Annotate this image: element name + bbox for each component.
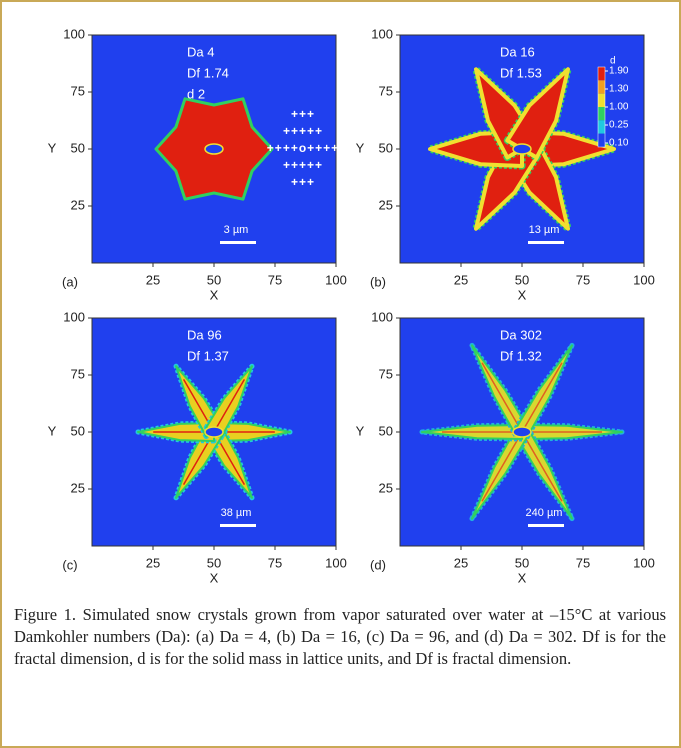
crystal-arm-core [481,431,523,502]
panel-label: (a) [62,274,78,289]
colorbar-tick-label: 1.30 [609,84,629,95]
x-tick-label: 50 [207,272,221,287]
x-tick-label: 25 [146,272,160,287]
x-tick-label: 25 [146,555,160,570]
x-tick-label: 75 [576,555,590,570]
y-axis-label: Y [48,140,57,155]
annotation: d 2 [187,86,205,101]
colorbar-title: d [610,56,616,67]
scale-bar-label: 38 µm [221,507,252,519]
colorbar-segment [598,67,605,81]
lattice-symbol: +++++ [283,124,323,138]
y-tick-label: 75 [379,83,393,98]
crystal-arm-core [213,378,246,433]
x-tick-label: 75 [268,272,282,287]
y-axis-label: Y [356,423,365,438]
y-tick-label: 50 [379,140,393,155]
annotation: Da 4 [187,44,214,59]
lattice-symbol: +++++ [283,158,323,172]
y-tick-label: 25 [379,480,393,495]
colorbar-segment [598,80,605,94]
scale-bar-label: 240 µm [526,507,563,519]
colorbar-segment [598,133,605,147]
lattice-symbol: +++ [291,107,315,121]
y-tick-label: 100 [371,309,393,324]
x-axis-label: X [518,570,527,585]
x-axis-label: X [210,570,219,585]
y-tick-label: 100 [63,26,85,41]
crystal-arm [505,67,570,160]
annotation: Df 1.74 [187,65,229,80]
y-tick-label: 75 [71,366,85,381]
y-tick-label: 100 [63,309,85,324]
annotation: Da 302 [500,327,542,342]
annotation: Da 16 [500,44,535,59]
x-axis-label: X [518,287,527,302]
annotation: Df 1.37 [187,348,229,363]
lattice-symbol: ++++o++++ [267,141,339,155]
crystal-center [204,143,224,155]
colorbar-tick-label: 1.00 [609,102,629,113]
colorbar-tick-label: 1.90 [609,66,629,77]
y-tick-label: 50 [71,140,85,155]
x-tick-label: 75 [576,272,590,287]
caption: Figure 1. Simulated snow crystals grown … [14,605,666,668]
x-tick-label: 50 [515,555,529,570]
panel-label: (d) [370,557,386,572]
x-tick-label: 100 [633,272,655,287]
scale-bar-label: 3 µm [224,224,249,236]
panel-label: (b) [370,274,386,289]
y-axis-label: Y [356,140,365,155]
scale-bar [220,241,256,244]
x-axis-label: X [210,287,219,302]
x-tick-label: 50 [207,555,221,570]
x-tick-label: 25 [454,272,468,287]
colorbar-tick-label: 0.25 [609,120,629,131]
x-tick-label: 100 [325,272,347,287]
x-tick-label: 25 [454,555,468,570]
scale-bar [528,241,564,244]
crystal-center [512,143,532,155]
crystal-center [512,426,532,438]
crystal-arm-core [521,362,563,433]
scale-bar [220,524,256,527]
annotation: Df 1.32 [500,348,542,363]
y-tick-label: 50 [379,423,393,438]
panel-label: (c) [62,557,77,572]
y-tick-label: 100 [371,26,393,41]
y-axis-label: Y [48,423,57,438]
x-tick-label: 100 [633,555,655,570]
crystal-arm-core [521,431,563,502]
colorbar-segment [598,93,605,107]
y-tick-label: 50 [71,423,85,438]
y-tick-label: 75 [379,366,393,381]
colorbar-segment [598,107,605,121]
lattice-symbol: +++ [291,175,315,189]
y-tick-label: 25 [379,197,393,212]
y-tick-label: 25 [71,480,85,495]
y-tick-label: 75 [71,83,85,98]
scale-bar-label: 13 µm [529,224,560,236]
crystal-center [204,426,224,438]
y-tick-label: 25 [71,197,85,212]
x-tick-label: 50 [515,272,529,287]
x-tick-label: 75 [268,555,282,570]
annotation: Da 96 [187,327,222,342]
annotation: Df 1.53 [500,65,542,80]
scale-bar [528,524,564,527]
x-tick-label: 100 [325,555,347,570]
colorbar-segment [598,120,605,134]
colorbar-tick-label: 0.10 [609,138,629,149]
crystal-arm-core [481,362,523,433]
